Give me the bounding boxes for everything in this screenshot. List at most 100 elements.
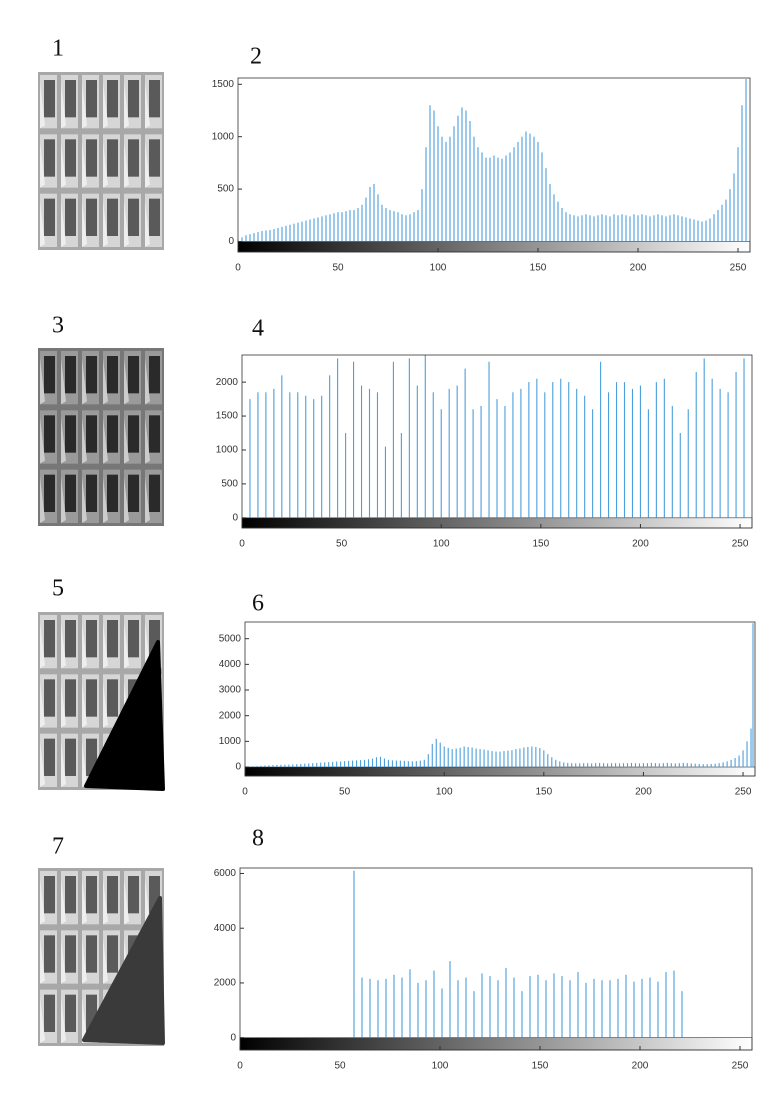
window-fin	[103, 681, 108, 728]
window-pane	[44, 620, 55, 658]
x-tick-label: 0	[239, 539, 245, 550]
y-tick-label: 500	[217, 184, 234, 195]
window-pane	[65, 139, 76, 177]
window-pane	[128, 474, 139, 512]
window-fin	[124, 200, 129, 247]
x-tick-label: 0	[242, 787, 248, 798]
x-tick-label: 0	[237, 1061, 243, 1072]
window-fin	[82, 878, 87, 925]
y-tick-label: 2000	[216, 377, 239, 388]
window-pane	[128, 620, 139, 658]
window-fin	[82, 996, 87, 1043]
window-pane	[44, 994, 55, 1032]
window-pane	[86, 876, 97, 914]
building-image	[38, 612, 165, 791]
window-pane	[149, 620, 160, 658]
window-fin	[124, 878, 129, 925]
x-tick-label: 150	[532, 539, 549, 550]
window-pane	[128, 139, 139, 177]
y-tick-label: 1000	[216, 445, 239, 456]
window-fin	[61, 358, 66, 405]
colorbar	[237, 241, 751, 253]
window-pane	[86, 356, 97, 394]
window-fin	[103, 200, 108, 247]
mask-region	[84, 640, 165, 791]
window-pane	[149, 474, 160, 512]
window-fin	[61, 996, 66, 1043]
x-tick-label: 200	[632, 539, 649, 550]
colorbar	[239, 1037, 753, 1051]
window-fin	[82, 622, 87, 669]
window-fin	[124, 358, 129, 405]
y-tick-label: 1000	[219, 736, 242, 747]
window-pane	[65, 356, 76, 394]
x-tick-label: 200	[630, 263, 647, 274]
window-pane	[128, 198, 139, 236]
y-tick-label: 0	[232, 512, 238, 523]
x-tick-label: 250	[732, 539, 749, 550]
y-tick-label: 6000	[214, 868, 237, 879]
window-pane	[128, 80, 139, 118]
window-pane	[65, 198, 76, 236]
y-tick-label: 1500	[216, 411, 239, 422]
x-tick-label: 150	[535, 787, 552, 798]
window-fin	[103, 82, 108, 129]
y-tick-label: 4000	[214, 923, 237, 934]
axes-frame	[239, 867, 753, 1051]
window-pane	[65, 80, 76, 118]
mask-region	[82, 896, 165, 1045]
window-fin	[40, 878, 45, 925]
building-image	[38, 348, 164, 526]
panel-label: 2	[250, 44, 262, 70]
window-pane	[44, 935, 55, 973]
window-pane	[149, 356, 160, 394]
window-fin	[145, 141, 150, 188]
window-pane	[44, 474, 55, 512]
window-fin	[61, 622, 66, 669]
window-pane	[107, 356, 118, 394]
window-pane	[107, 679, 118, 717]
window-fin	[145, 200, 150, 247]
panel-label: 1	[52, 36, 64, 62]
colorbar	[244, 766, 756, 777]
window-pane	[107, 876, 118, 914]
window-pane	[44, 80, 55, 118]
window-fin	[103, 937, 108, 984]
window-fin	[103, 622, 108, 669]
window-fin	[103, 417, 108, 464]
window-fin	[61, 681, 66, 728]
window-fin	[124, 82, 129, 129]
x-tick-label: 150	[530, 263, 547, 274]
building-image	[38, 868, 165, 1046]
y-tick-label: 500	[221, 479, 238, 490]
y-tick-label: 1500	[212, 79, 235, 90]
y-tick-label: 0	[235, 762, 241, 773]
window-pane	[149, 139, 160, 177]
axes-frame	[244, 621, 756, 777]
window-pane	[107, 415, 118, 453]
axes-frame	[237, 77, 751, 253]
y-tick-label: 5000	[219, 633, 242, 644]
window-pane	[65, 474, 76, 512]
colorbar	[241, 517, 753, 529]
window-fin	[103, 141, 108, 188]
image-bg	[38, 72, 164, 250]
window-pane	[149, 876, 160, 914]
y-tick-label: 1000	[212, 131, 235, 142]
window-pane	[149, 415, 160, 453]
window-pane	[65, 876, 76, 914]
x-tick-label: 150	[532, 1061, 549, 1072]
panel-label: 5	[52, 576, 64, 602]
window-fin	[40, 996, 45, 1043]
window-fin	[61, 476, 66, 523]
panel-label: 7	[52, 834, 64, 860]
window-fin	[40, 476, 45, 523]
window-fin	[82, 681, 87, 728]
window-pane	[65, 994, 76, 1032]
x-tick-label: 50	[334, 1061, 346, 1072]
window-fin	[103, 358, 108, 405]
window-pane	[44, 356, 55, 394]
window-fin	[40, 417, 45, 464]
window-fin	[82, 417, 87, 464]
